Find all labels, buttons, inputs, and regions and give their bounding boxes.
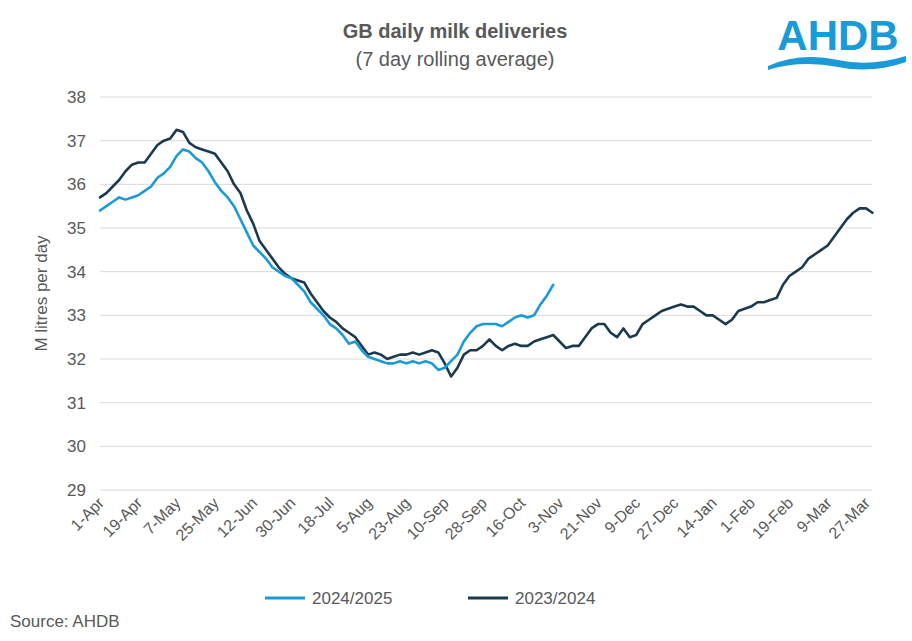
x-tick-label: 25-May [172,494,222,544]
lines [100,130,872,377]
y-tick-label: 36 [67,175,86,194]
x-tick-label: 12-Jun [214,494,261,541]
x-tick-label: 30-Jun [252,494,299,541]
legend-label: 2024/2025 [312,589,392,608]
grid-line [100,315,872,316]
y-tick-label: 38 [67,88,86,107]
x-tick-label: 28-Sep [442,494,491,543]
x-tick-label: 27-Mar [825,494,873,542]
legend: 2024/2025 2023/2024 [265,589,595,608]
y-tick-label: 35 [67,219,86,238]
grid-line [100,359,872,360]
x-tick-label: 19-Apr [99,494,145,540]
legend-swatch [265,597,305,600]
y-tick-label: 37 [67,132,86,151]
x-tick-label: 23-Aug [365,494,414,543]
grid-line [100,97,872,98]
y-tick-label: 30 [67,437,86,456]
grid-line [100,140,872,141]
series-line [100,149,553,370]
grid-line [100,271,872,272]
x-tick-label: 18-Jul [294,494,337,537]
logo: AHDB [768,12,906,70]
y-tick-label: 33 [67,306,86,325]
grid-line [100,446,872,447]
legend-swatch [468,597,508,600]
series-line [100,130,872,377]
subtitle: (7 day rolling average) [356,48,555,70]
logo-text: AHDB [777,12,898,59]
x-tick-label: 21-Nov [557,494,605,542]
source: Source: AHDB [10,612,120,631]
y-axis-title: M litres per day [32,235,51,352]
x-tick-label: 16-Oct [482,494,528,540]
chart-svg: GB daily milk deliveries (7 day rolling a… [0,0,912,641]
title: GB daily milk deliveries [343,20,568,42]
logo-wave [768,56,906,70]
x-tick-label: 27-Dec [633,494,681,542]
y-tick-label: 31 [67,394,86,413]
x-tick-label: 14-Jan [673,494,720,541]
legend-label: 2023/2024 [515,589,595,608]
grid [100,97,872,490]
grid-line [100,402,872,403]
grid-line [100,228,872,229]
y-tick-label: 32 [67,350,86,369]
chart-container: GB daily milk deliveries (7 day rolling a… [0,0,912,641]
y-tick-label: 34 [67,263,86,282]
x-tick-label: 10-Sep [403,494,452,543]
grid-line [100,490,872,491]
y-tick-label: 29 [67,481,86,500]
x-tick-label: 19-Feb [749,494,797,542]
